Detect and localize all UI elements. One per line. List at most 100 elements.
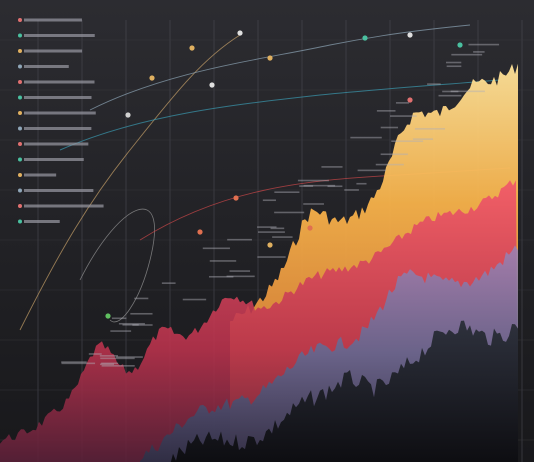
dot <box>105 313 111 319</box>
label-block <box>274 211 305 214</box>
label-block <box>303 203 324 205</box>
label-block <box>99 355 118 357</box>
label-block <box>24 65 69 68</box>
label-block <box>24 49 83 53</box>
label-block <box>116 356 143 358</box>
label-block <box>380 126 399 129</box>
label-block <box>327 185 343 188</box>
label-block <box>24 220 60 223</box>
area-layer <box>170 320 518 462</box>
dot <box>233 195 239 201</box>
dots <box>105 30 463 319</box>
label-block <box>101 362 119 365</box>
label-block <box>356 182 367 185</box>
label-block <box>132 324 153 326</box>
legend-swatch <box>18 80 22 84</box>
label-block <box>412 138 434 140</box>
label-block <box>182 298 207 301</box>
label-block <box>376 110 396 112</box>
dot <box>237 30 243 36</box>
label-block <box>270 227 285 230</box>
label-block <box>391 140 424 143</box>
label-block <box>101 365 135 367</box>
dot <box>267 242 273 248</box>
label-block <box>226 275 255 278</box>
label-block <box>473 51 485 53</box>
dot <box>267 55 273 61</box>
label-block <box>357 169 387 172</box>
label-block <box>24 204 104 208</box>
label-block <box>100 357 135 360</box>
dot <box>407 97 413 103</box>
legend-swatch <box>18 18 22 22</box>
label-block <box>208 275 234 278</box>
label-block <box>24 158 84 161</box>
legend-swatch <box>18 219 22 224</box>
label-block <box>257 226 277 228</box>
label-block <box>344 189 359 191</box>
label-block <box>134 297 149 300</box>
label-block <box>61 361 87 363</box>
legend-swatch <box>18 204 22 208</box>
legend-swatch <box>18 142 22 146</box>
label-block <box>61 362 96 365</box>
label-block <box>262 199 276 202</box>
label-block <box>297 179 329 182</box>
legend-swatch <box>18 49 22 53</box>
label-block <box>442 90 459 93</box>
dot <box>149 75 155 81</box>
label-block <box>130 312 153 315</box>
label-block <box>24 18 82 22</box>
label-block <box>445 61 462 64</box>
label-block <box>24 111 96 115</box>
label-block <box>100 363 115 366</box>
label-block <box>229 270 251 272</box>
label-block <box>24 189 94 192</box>
dot <box>189 45 195 51</box>
label-block <box>427 83 441 85</box>
label-block <box>395 102 409 104</box>
legend-swatch <box>18 64 22 69</box>
label-block <box>24 80 95 84</box>
label-block <box>450 90 485 93</box>
label-block <box>257 256 286 258</box>
legend-swatch <box>18 95 22 100</box>
label-block <box>468 43 500 46</box>
label-block <box>350 136 382 139</box>
legend-swatch <box>18 126 22 131</box>
label-block <box>122 324 139 326</box>
dot <box>209 82 215 88</box>
label-block <box>451 53 483 56</box>
label-block <box>380 153 408 156</box>
label-block <box>118 322 145 325</box>
label-block <box>438 94 462 97</box>
label-block <box>202 247 230 250</box>
label-block <box>24 127 92 130</box>
label-block <box>321 166 343 168</box>
label-block <box>110 330 132 332</box>
dot <box>362 35 368 41</box>
label-block <box>227 238 252 241</box>
dot <box>407 32 413 38</box>
legend-swatch <box>18 111 22 115</box>
label-block <box>88 353 102 355</box>
label-block <box>209 260 237 262</box>
label-blocks <box>18 18 500 367</box>
label-block <box>161 282 176 284</box>
label-block <box>303 184 336 187</box>
area-layers <box>0 63 518 462</box>
label-block <box>375 163 404 166</box>
curve-line <box>79 208 155 323</box>
label-block <box>24 34 95 37</box>
dot <box>457 42 463 48</box>
dot <box>197 229 203 235</box>
label-block <box>414 128 446 130</box>
dot <box>307 225 313 231</box>
legend-swatch <box>18 33 22 38</box>
label-block <box>272 236 293 238</box>
label-block <box>24 96 92 99</box>
label-block <box>257 231 285 233</box>
label-block <box>24 142 89 146</box>
